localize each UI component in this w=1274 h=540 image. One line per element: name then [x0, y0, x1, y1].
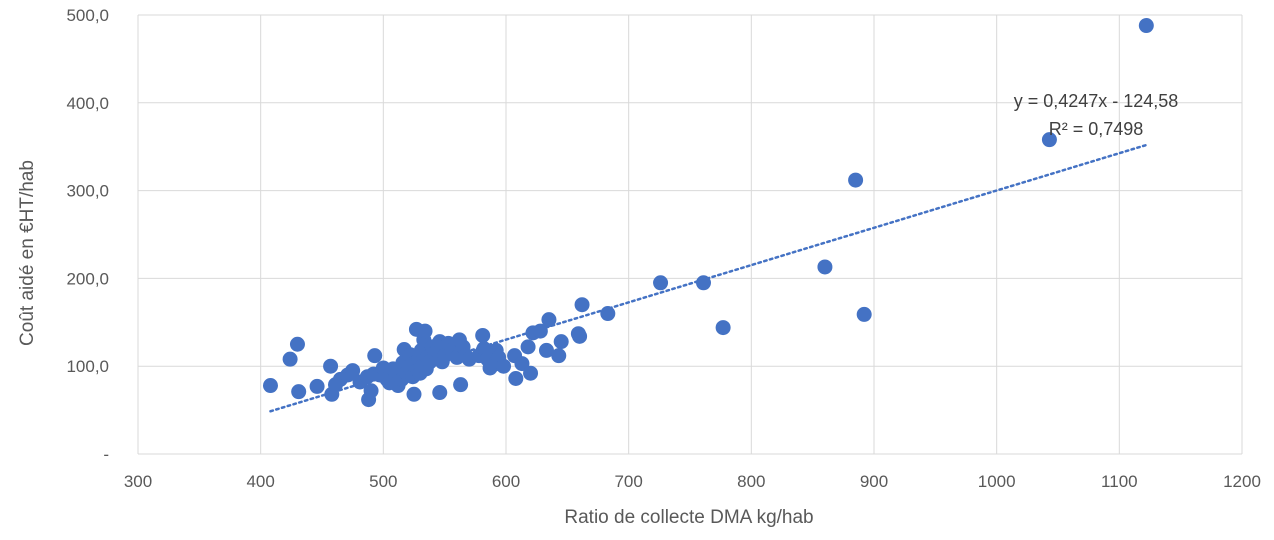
data-point [432, 385, 448, 401]
x-tick-label: 400 [246, 472, 274, 491]
y-tick-label: 400,0 [66, 94, 109, 113]
y-tick-label: 100,0 [66, 357, 109, 376]
x-tick-label: 800 [737, 472, 765, 491]
data-point [856, 306, 872, 322]
y-axis-title: Coût aidé en €HT/hab [17, 160, 38, 346]
data-point [453, 377, 469, 393]
x-tick-label: 1200 [1223, 472, 1261, 491]
x-tick-label: 500 [369, 472, 397, 491]
data-point [600, 306, 616, 322]
data-point [363, 383, 379, 399]
data-point [848, 172, 864, 188]
data-point [572, 328, 588, 344]
data-point [406, 386, 422, 402]
data-point [291, 384, 307, 400]
data-point [309, 378, 325, 394]
data-point [532, 323, 548, 339]
data-point [262, 378, 278, 394]
data-point [695, 275, 711, 291]
data-point [574, 297, 590, 313]
y-axis-tick-labels: - 100,0 200,0 300,0 400,0 500,0 [66, 6, 109, 464]
data-point [653, 275, 669, 291]
data-point [1138, 18, 1154, 34]
x-tick-label: 600 [492, 472, 520, 491]
data-points [262, 18, 1154, 408]
x-axis-title: Ratio de collecte DMA kg/hab [564, 507, 813, 528]
x-axis-tick-labels: 300 400 500 600 700 800 900 1000 1100 1200 [124, 472, 1261, 491]
y-tick-label: 300,0 [66, 182, 109, 201]
x-tick-label: 700 [614, 472, 642, 491]
x-tick-label: 1100 [1101, 472, 1138, 491]
data-point [538, 342, 554, 358]
data-point [282, 351, 298, 367]
y-tick-label: 200,0 [66, 269, 109, 288]
data-point [475, 327, 491, 343]
data-point [417, 323, 433, 339]
data-point [1041, 132, 1057, 148]
gridlines [137, 14, 1243, 455]
y-tick-label: 500,0 [66, 6, 109, 25]
data-point [289, 336, 305, 352]
data-point [817, 259, 833, 275]
data-point [523, 365, 539, 381]
data-point [553, 334, 569, 350]
data-point [514, 356, 530, 372]
trendline-equation: y = 0,4247x - 124,58 [1014, 91, 1179, 111]
data-point [715, 320, 731, 336]
data-point [541, 312, 557, 328]
data-point [551, 348, 567, 364]
y-tick-label: - [103, 445, 109, 464]
data-point [520, 339, 536, 355]
data-point [345, 363, 361, 379]
data-point [508, 370, 524, 386]
data-point [367, 348, 383, 364]
data-point [323, 358, 339, 374]
x-tick-label: 300 [124, 472, 152, 491]
x-tick-label: 900 [860, 472, 888, 491]
trendline-r-squared: R² = 0,7498 [1049, 119, 1144, 139]
x-tick-label: 1000 [978, 472, 1016, 491]
data-point [496, 358, 512, 374]
